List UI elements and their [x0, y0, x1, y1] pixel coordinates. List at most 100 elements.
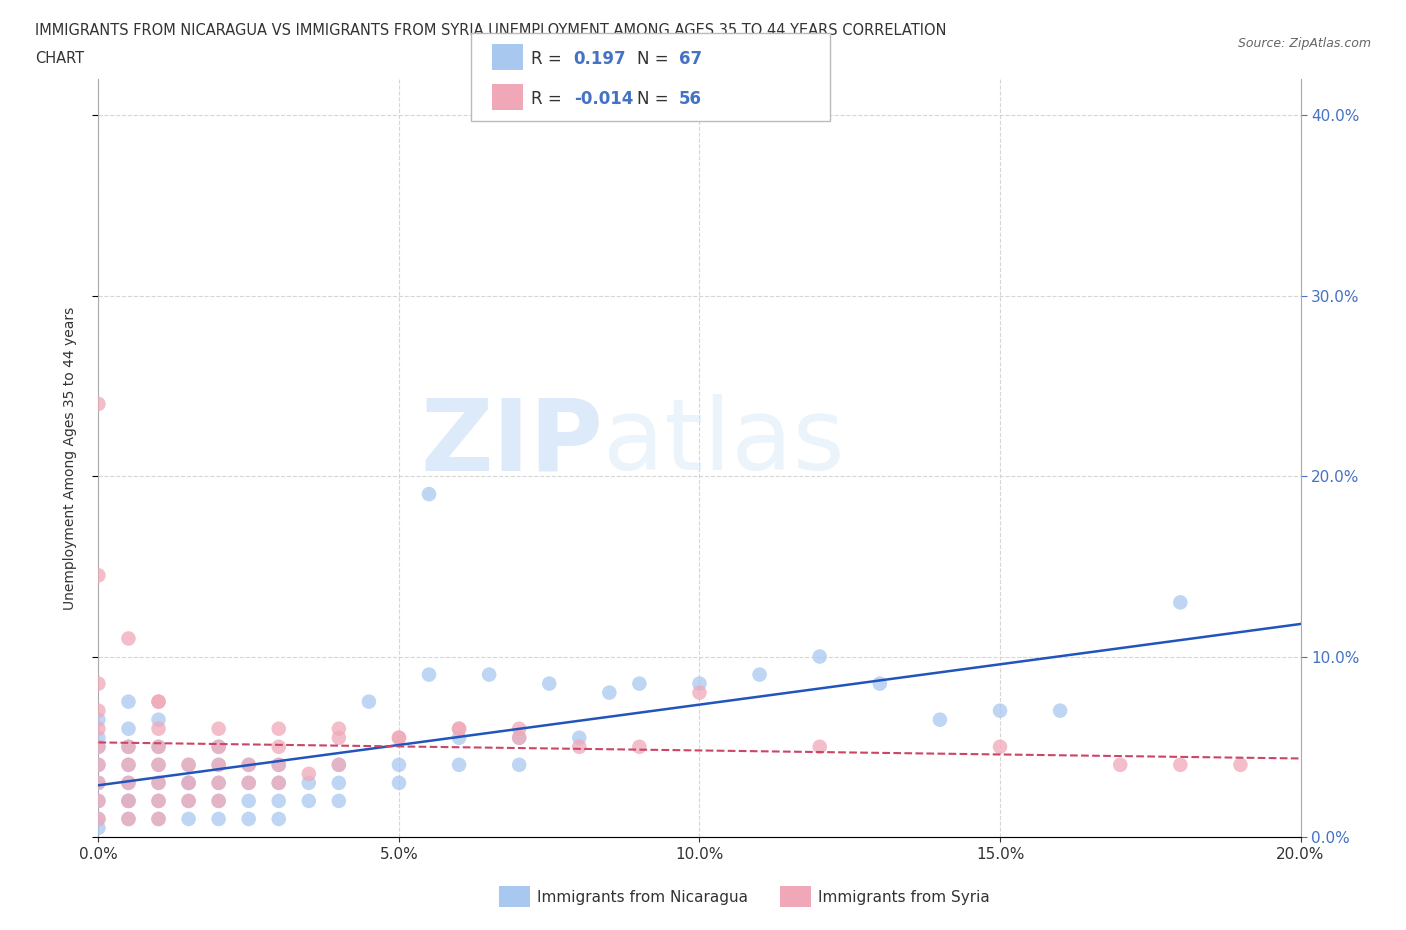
- Point: [148, 793, 170, 808]
- Point: [208, 757, 231, 772]
- Point: [267, 776, 290, 790]
- Point: [117, 739, 139, 754]
- Point: [238, 793, 260, 808]
- Point: [1049, 703, 1071, 718]
- Point: [1170, 595, 1192, 610]
- Point: [418, 667, 440, 682]
- Point: [117, 631, 139, 646]
- Point: [508, 757, 530, 772]
- Point: [117, 793, 139, 808]
- Point: [148, 812, 170, 827]
- Point: [208, 793, 231, 808]
- Point: [447, 757, 470, 772]
- Point: [117, 722, 139, 737]
- Point: [117, 739, 139, 754]
- Point: [267, 722, 290, 737]
- Point: [267, 757, 290, 772]
- Text: N =: N =: [637, 90, 673, 108]
- Text: N =: N =: [637, 50, 673, 68]
- Point: [87, 712, 110, 727]
- Point: [87, 812, 110, 827]
- Point: [87, 730, 110, 745]
- Point: [298, 766, 321, 781]
- Point: [478, 667, 501, 682]
- Point: [538, 676, 561, 691]
- Point: [238, 812, 260, 827]
- Point: [808, 649, 831, 664]
- Point: [628, 676, 651, 691]
- Point: [177, 776, 200, 790]
- Text: ZIP: ZIP: [420, 394, 603, 491]
- Point: [357, 694, 380, 709]
- Point: [208, 757, 231, 772]
- Point: [689, 676, 711, 691]
- Point: [508, 730, 530, 745]
- Text: Source: ZipAtlas.com: Source: ZipAtlas.com: [1237, 37, 1371, 50]
- Text: CHART: CHART: [35, 51, 84, 66]
- Point: [328, 730, 350, 745]
- Point: [748, 667, 770, 682]
- Point: [568, 730, 591, 745]
- Point: [418, 486, 440, 501]
- Point: [1109, 757, 1132, 772]
- Point: [87, 703, 110, 718]
- Point: [87, 793, 110, 808]
- Point: [988, 703, 1011, 718]
- Text: IMMIGRANTS FROM NICARAGUA VS IMMIGRANTS FROM SYRIA UNEMPLOYMENT AMONG AGES 35 TO: IMMIGRANTS FROM NICARAGUA VS IMMIGRANTS …: [35, 23, 946, 38]
- Point: [267, 812, 290, 827]
- Point: [388, 776, 411, 790]
- Point: [177, 757, 200, 772]
- Point: [87, 820, 110, 835]
- Point: [117, 812, 139, 827]
- Point: [148, 776, 170, 790]
- Point: [298, 776, 321, 790]
- Text: Immigrants from Syria: Immigrants from Syria: [818, 890, 990, 905]
- Point: [328, 776, 350, 790]
- Point: [148, 757, 170, 772]
- Point: [447, 730, 470, 745]
- Point: [87, 568, 110, 583]
- Point: [148, 739, 170, 754]
- Point: [177, 776, 200, 790]
- Point: [628, 739, 651, 754]
- Point: [508, 722, 530, 737]
- Point: [87, 396, 110, 411]
- Point: [208, 793, 231, 808]
- Point: [267, 757, 290, 772]
- Point: [388, 730, 411, 745]
- Point: [238, 776, 260, 790]
- Point: [988, 739, 1011, 754]
- Point: [447, 722, 470, 737]
- Point: [208, 739, 231, 754]
- Point: [148, 793, 170, 808]
- Point: [177, 793, 200, 808]
- Text: Immigrants from Nicaragua: Immigrants from Nicaragua: [537, 890, 748, 905]
- Text: 0.197: 0.197: [574, 50, 626, 68]
- Point: [388, 730, 411, 745]
- Point: [328, 757, 350, 772]
- Point: [117, 757, 139, 772]
- Point: [328, 793, 350, 808]
- Point: [177, 812, 200, 827]
- Point: [208, 739, 231, 754]
- Point: [1229, 757, 1251, 772]
- Point: [177, 757, 200, 772]
- Point: [148, 722, 170, 737]
- Point: [208, 776, 231, 790]
- Point: [238, 757, 260, 772]
- Point: [87, 776, 110, 790]
- Point: [117, 776, 139, 790]
- Point: [929, 712, 952, 727]
- Point: [148, 694, 170, 709]
- Point: [87, 739, 110, 754]
- Text: R =: R =: [531, 50, 568, 68]
- Point: [87, 757, 110, 772]
- Text: atlas: atlas: [603, 394, 845, 491]
- Point: [568, 739, 591, 754]
- Point: [238, 776, 260, 790]
- Point: [148, 739, 170, 754]
- Point: [177, 793, 200, 808]
- Point: [87, 739, 110, 754]
- Point: [87, 812, 110, 827]
- Point: [87, 793, 110, 808]
